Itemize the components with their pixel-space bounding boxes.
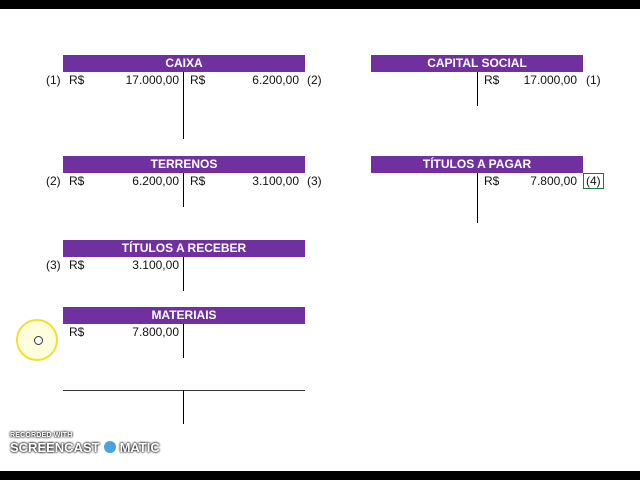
debit-ref: (3) — [46, 258, 61, 272]
debit-ref: (1) — [46, 73, 61, 87]
credit-currency: R$ — [190, 174, 206, 188]
credit-value: 6.200,00 — [252, 73, 299, 87]
account-title: TÍTULOS A PAGAR — [371, 156, 583, 173]
t-account-titulos-a-pagar: TÍTULOS A PAGAR R$ 7.800,00 — [371, 156, 583, 223]
t-vertical-line — [477, 173, 478, 223]
account-title: TÍTULOS A RECEBER — [63, 240, 305, 257]
credit-ref: (3) — [307, 174, 322, 188]
screencast-logo-icon — [101, 439, 118, 455]
t-account-titulos-a-receber: TÍTULOS A RECEBER R$ 3.100,00 — [63, 240, 305, 291]
debit-value: 3.100,00 — [132, 258, 179, 272]
credit-ref: (2) — [307, 73, 322, 87]
credit-currency: R$ — [484, 73, 500, 87]
credit-currency: R$ — [190, 73, 206, 87]
debit-currency: R$ — [69, 174, 85, 188]
t-vertical-line — [183, 257, 184, 291]
t-vertical-line — [477, 72, 478, 106]
watermark-text-a: SCREENCAST — [10, 439, 100, 455]
t-account-caixa: CAIXA R$ 17.000,00 R$ 6.200,00 — [63, 55, 305, 139]
watermark-text-b: MATIC — [119, 439, 160, 455]
account-title: CAPITAL SOCIAL — [371, 55, 583, 72]
credit-ref: (1) — [586, 73, 601, 87]
account-title: TERRENOS — [63, 156, 305, 173]
debit-currency: R$ — [69, 258, 85, 272]
account-title: MATERIAIS — [63, 307, 305, 324]
debit-value: 17.000,00 — [125, 73, 179, 87]
mouse-cursor-highlight — [16, 319, 58, 361]
t-account-capital-social: CAPITAL SOCIAL R$ 17.000,00 — [371, 55, 583, 106]
watermark-line1: RECORDED WITH — [10, 432, 73, 439]
debit-value: 6.200,00 — [132, 174, 179, 188]
credit-value: 7.800,00 — [530, 174, 577, 188]
spreadsheet-canvas[interactable]: CAIXA R$ 17.000,00 R$ 6.200,00 (1) (2) C… — [0, 9, 640, 471]
debit-ref: (2) — [46, 174, 61, 188]
t-account-terrenos: TERRENOS R$ 6.200,00 R$ 3.100,00 — [63, 156, 305, 207]
t-vertical-line — [183, 390, 184, 424]
credit-currency: R$ — [484, 174, 500, 188]
debit-currency: R$ — [69, 73, 85, 87]
blank-top-line — [63, 390, 305, 391]
cursor-icon — [34, 336, 43, 345]
t-vertical-line — [183, 72, 184, 139]
t-vertical-line — [183, 173, 184, 207]
account-title: CAIXA — [63, 55, 305, 72]
debit-value: 7.800,00 — [132, 325, 179, 339]
debit-currency: R$ — [69, 325, 85, 339]
t-account-blank — [63, 390, 305, 424]
credit-value: 17.000,00 — [523, 73, 577, 87]
t-vertical-line — [183, 324, 184, 358]
credit-value: 3.100,00 — [252, 174, 299, 188]
t-account-materiais: MATERIAIS R$ 7.800,00 — [63, 307, 305, 358]
screencast-watermark: RECORDED WITH SCREENCAST MATIC — [10, 432, 160, 455]
selected-cell-credit-ref[interactable]: (4) — [583, 173, 604, 189]
